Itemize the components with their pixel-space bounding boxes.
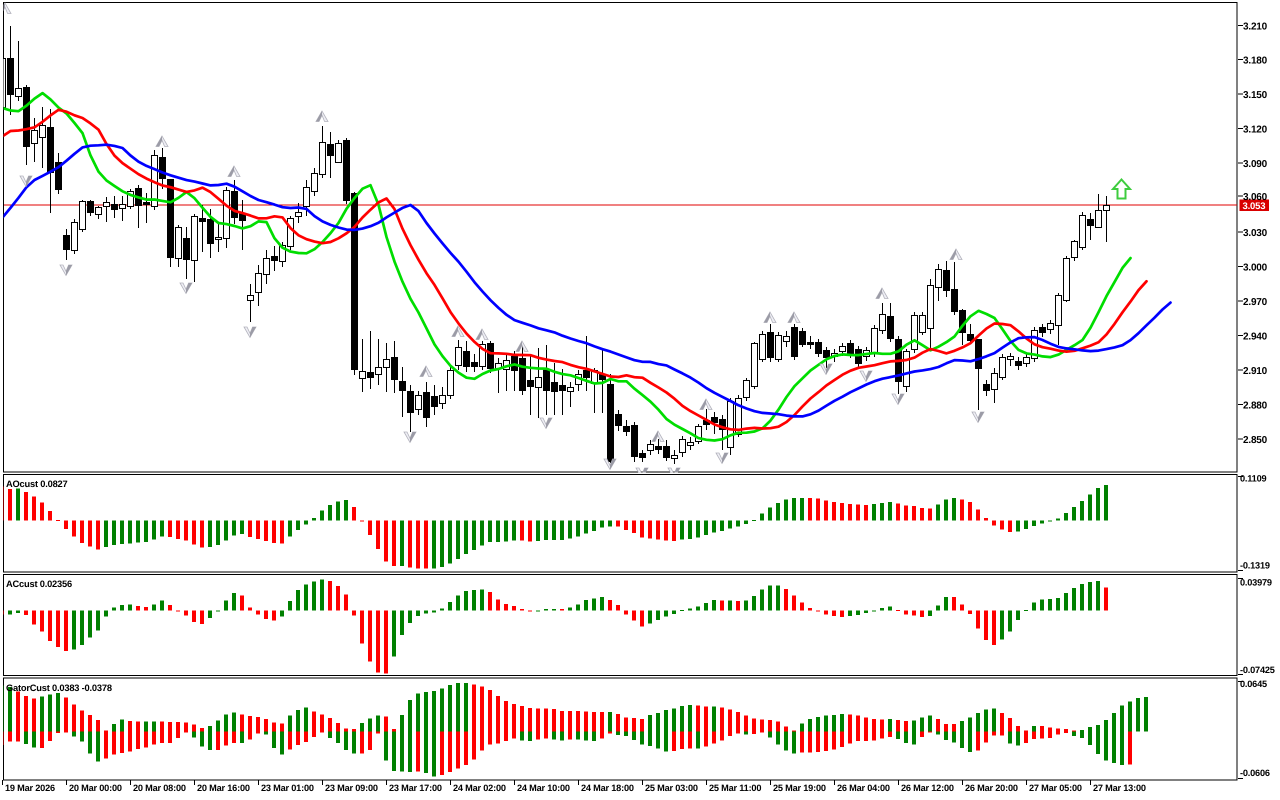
- svg-text:GatorCust 0.0383 -0.0378: GatorCust 0.0383 -0.0378: [6, 683, 112, 693]
- svg-text:24 Mar 10:00: 24 Mar 10:00: [517, 783, 570, 793]
- svg-text:0.03979: 0.03979: [1240, 578, 1272, 588]
- svg-text:2.910: 2.910: [1243, 366, 1268, 377]
- svg-text:23 Mar 09:00: 23 Mar 09:00: [325, 783, 378, 793]
- svg-text:2.970: 2.970: [1243, 297, 1268, 308]
- svg-text:-0.07425: -0.07425: [1240, 665, 1275, 675]
- svg-text:25 Mar 03:00: 25 Mar 03:00: [645, 783, 698, 793]
- svg-text:3.150: 3.150: [1243, 90, 1268, 101]
- svg-text:3.030: 3.030: [1243, 228, 1268, 239]
- svg-text:ACcust 0.02356: ACcust 0.02356: [6, 579, 72, 589]
- svg-text:20 Mar 08:00: 20 Mar 08:00: [133, 783, 186, 793]
- svg-text:3.090: 3.090: [1243, 159, 1268, 170]
- svg-text:26 Mar 20:00: 26 Mar 20:00: [965, 783, 1018, 793]
- svg-text:3.120: 3.120: [1243, 125, 1268, 136]
- svg-text:2.850: 2.850: [1243, 435, 1268, 446]
- svg-text:23 Mar 01:00: 23 Mar 01:00: [261, 783, 314, 793]
- svg-text:3.053: 3.053: [1243, 201, 1266, 212]
- svg-text:27 Mar 13:00: 27 Mar 13:00: [1093, 783, 1146, 793]
- svg-text:3.210: 3.210: [1243, 22, 1268, 33]
- svg-text:3.060: 3.060: [1243, 192, 1268, 203]
- svg-text:27 Mar 05:00: 27 Mar 05:00: [1029, 783, 1082, 793]
- svg-text:3.000: 3.000: [1243, 262, 1268, 273]
- svg-text:26 Mar 04:00: 26 Mar 04:00: [837, 783, 890, 793]
- svg-text:0.0645: 0.0645: [1240, 679, 1267, 689]
- svg-text:0.1109: 0.1109: [1240, 474, 1266, 484]
- svg-text:2.940: 2.940: [1243, 331, 1268, 342]
- svg-text:23 Mar 17:00: 23 Mar 17:00: [389, 783, 442, 793]
- svg-text:-0.1319: -0.1319: [1240, 561, 1270, 571]
- svg-text:26 Mar 12:00: 26 Mar 12:00: [901, 783, 954, 793]
- svg-text:24 Mar 18:00: 24 Mar 18:00: [581, 783, 634, 793]
- svg-text:25 Mar 19:00: 25 Mar 19:00: [773, 783, 826, 793]
- svg-text:2.880: 2.880: [1243, 400, 1268, 411]
- svg-text:20 Mar 16:00: 20 Mar 16:00: [197, 783, 250, 793]
- svg-text:25 Mar 11:00: 25 Mar 11:00: [709, 783, 761, 793]
- svg-text:-0.0606: -0.0606: [1240, 768, 1270, 778]
- svg-text:20 Mar 00:00: 20 Mar 00:00: [69, 783, 122, 793]
- svg-text:3.180: 3.180: [1243, 55, 1268, 66]
- svg-text:AOcust 0.0827: AOcust 0.0827: [6, 479, 68, 489]
- svg-text:24 Mar 02:00: 24 Mar 02:00: [453, 783, 506, 793]
- svg-text:19 Mar 2026: 19 Mar 2026: [5, 783, 55, 793]
